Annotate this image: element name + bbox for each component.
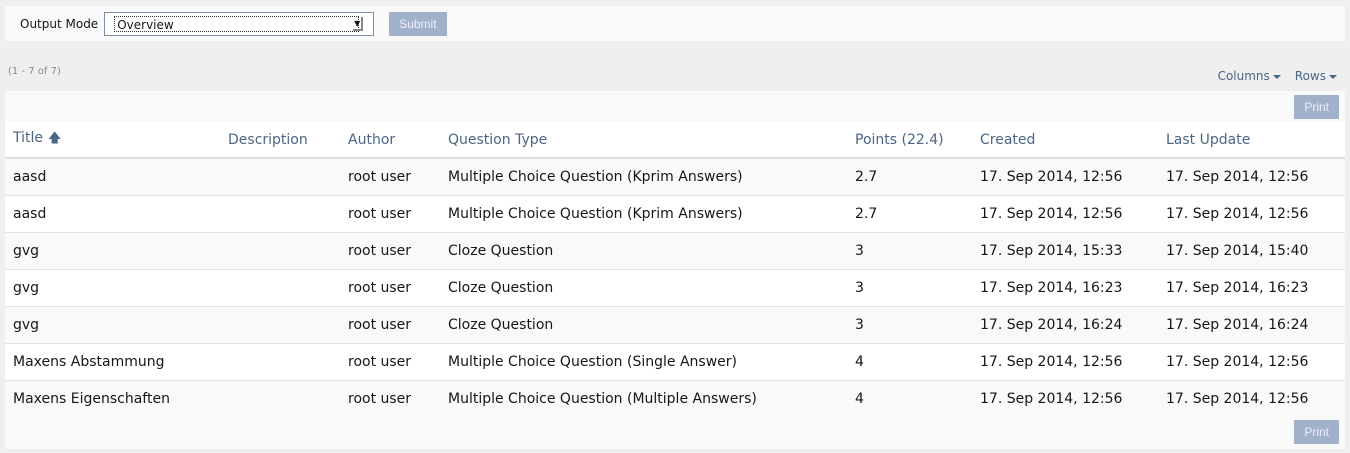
table-cell: gvg xyxy=(5,231,220,269)
table-cell: 3 xyxy=(847,268,972,306)
table-row[interactable]: Maxens Eigenschaften root user Multiple Ch… xyxy=(5,379,1345,417)
column-header-points-22-4[interactable]: Points (22.4) xyxy=(847,122,972,159)
table-cell: Cloze Question xyxy=(440,231,847,269)
table-cell: gvg xyxy=(5,305,220,343)
column-header-label: Author xyxy=(348,131,396,148)
table-cell: 17. Sep 2014, 12:56 xyxy=(1158,194,1345,232)
table-cell: Multiple Choice Question (Kprim Answers) xyxy=(440,194,847,232)
caret-down-icon xyxy=(1329,74,1337,79)
table-cell: gvg xyxy=(5,268,220,306)
column-header-label: Points (22.4) xyxy=(855,131,944,148)
table-cell: 17. Sep 2014, 12:56 xyxy=(1158,157,1345,195)
table-cell: 3 xyxy=(847,231,972,269)
table-cell: root user xyxy=(340,379,440,417)
table-cell: 17. Sep 2014, 16:24 xyxy=(1158,305,1345,343)
table-cell: Multiple Choice Question (Multiple Answe… xyxy=(440,379,847,417)
output-mode-form: Output Mode Overview ▼ Submit xyxy=(5,6,1345,41)
rows-dropdown[interactable]: Rows xyxy=(1295,69,1337,83)
columns-label: Columns xyxy=(1217,69,1270,83)
table-cell: 3 xyxy=(847,305,972,343)
table-cell: 17. Sep 2014, 12:56 xyxy=(1158,342,1345,380)
table-cell: 17. Sep 2014, 15:33 xyxy=(972,231,1158,269)
table-row[interactable]: gvg root user Cloze Question 3 17. Sep 2014,… xyxy=(5,268,1345,306)
table-row[interactable]: Maxens Abstammung root user Multiple Choic… xyxy=(5,342,1345,380)
table-cell: 17. Sep 2014, 16:23 xyxy=(1158,268,1345,306)
table-cell: 17. Sep 2014, 15:40 xyxy=(1158,231,1345,269)
table-row[interactable]: gvg root user Cloze Question 3 17. Sep 2014,… xyxy=(5,305,1345,343)
table-cell xyxy=(220,231,340,269)
table-cell: 17. Sep 2014, 12:56 xyxy=(972,379,1158,417)
table-cell xyxy=(220,379,340,417)
table-cell xyxy=(220,305,340,343)
table-cell: Cloze Question xyxy=(440,268,847,306)
table-cell: 17. Sep 2014, 12:56 xyxy=(972,194,1158,232)
column-header-created[interactable]: Created xyxy=(972,122,1158,159)
table-cell: 2.7 xyxy=(847,157,972,195)
output-mode-select[interactable]: Overview ▼ xyxy=(104,11,375,36)
column-header-label: Title xyxy=(13,129,44,146)
dropdown-arrow-icon[interactable]: ▼ xyxy=(353,16,364,31)
table-cell: root user xyxy=(340,342,440,380)
column-header-label: Last Update xyxy=(1166,131,1251,148)
table-row[interactable]: aasd root user Multiple Choice Question (K… xyxy=(5,157,1345,195)
column-header-question-type[interactable]: Question Type xyxy=(440,122,847,159)
output-mode-value: Overview xyxy=(114,15,360,32)
column-header-label: Description xyxy=(228,131,308,148)
table-cell: Maxens Eigenschaften xyxy=(5,379,220,417)
table-cell: 17. Sep 2014, 16:24 xyxy=(972,305,1158,343)
table-cell: 4 xyxy=(847,379,972,417)
table-cell: 4 xyxy=(847,342,972,380)
results-table-panel: Print Title 🡅 Description Author Question Ty… xyxy=(5,91,1345,449)
table-cell xyxy=(220,194,340,232)
table-cell xyxy=(220,268,340,306)
table-cell: aasd xyxy=(5,194,220,232)
table-cell xyxy=(220,342,340,380)
table-cell: 17. Sep 2014, 12:56 xyxy=(972,157,1158,195)
column-header-last-update[interactable]: Last Update xyxy=(1158,122,1345,159)
sort-ascending-icon[interactable]: 🡅 xyxy=(48,130,62,146)
submit-button[interactable]: Submit xyxy=(389,11,447,36)
questions-table: Title 🡅 Description Author Question Type Poin… xyxy=(5,122,1345,417)
result-count: (1 - 7 of 7) xyxy=(8,66,61,77)
column-header-title[interactable]: Title 🡅 xyxy=(5,122,220,159)
table-cell: aasd xyxy=(5,157,220,195)
table-cell: Maxens Abstammung xyxy=(5,342,220,380)
caret-down-icon xyxy=(1272,74,1281,79)
column-header-label: Question Type xyxy=(448,131,548,148)
table-cell: 17. Sep 2014, 12:56 xyxy=(972,342,1158,380)
table-cell: Multiple Choice Question (Kprim Answers) xyxy=(440,157,847,195)
rows-label: Rows xyxy=(1294,69,1326,83)
column-header-author[interactable]: Author xyxy=(340,122,440,159)
print-button-bottom[interactable]: Print xyxy=(1294,420,1339,444)
table-cell: root user xyxy=(340,231,440,269)
column-header-description[interactable]: Description xyxy=(220,122,340,159)
column-header-label: Created xyxy=(980,131,1036,148)
table-row[interactable]: aasd root user Multiple Choice Question (K… xyxy=(5,194,1345,232)
output-mode-label: Output Mode xyxy=(20,16,99,31)
table-cell: Cloze Question xyxy=(440,305,847,343)
table-cell: root user xyxy=(340,305,440,343)
table-cell: Multiple Choice Question (Single Answer) xyxy=(440,342,847,380)
columns-dropdown[interactable]: Columns xyxy=(1218,69,1281,83)
table-cell: 17. Sep 2014, 16:23 xyxy=(972,268,1158,306)
print-button-top[interactable]: Print xyxy=(1294,95,1339,119)
table-row[interactable]: gvg root user Cloze Question 3 17. Sep 2014,… xyxy=(5,231,1345,269)
table-cell xyxy=(220,157,340,195)
table-cell: root user xyxy=(340,194,440,232)
table-cell: root user xyxy=(340,268,440,306)
table-cell: 17. Sep 2014, 12:56 xyxy=(1158,379,1345,417)
table-cell: 2.7 xyxy=(847,194,972,232)
table-cell: root user xyxy=(340,157,440,195)
